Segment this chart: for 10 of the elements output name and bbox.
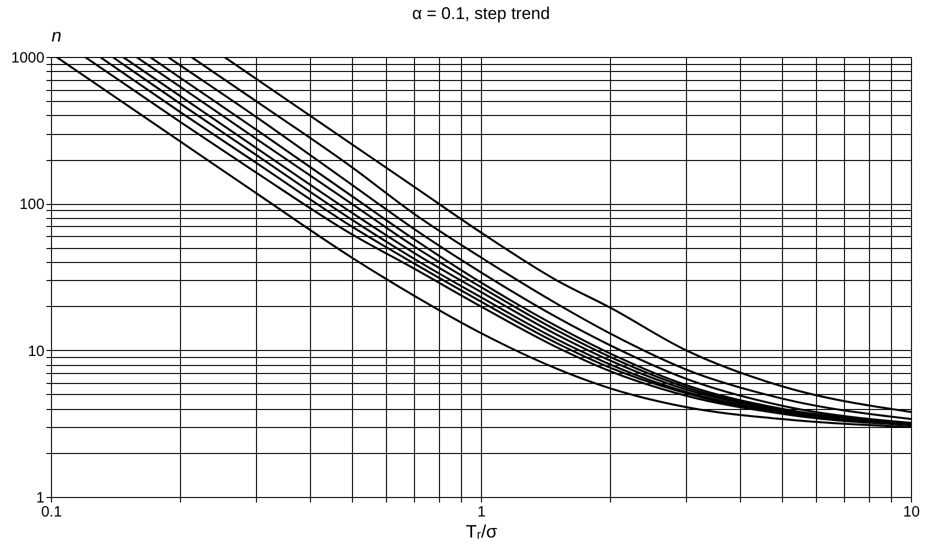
y-tick-label: 1000 [11, 50, 44, 66]
y-tick-label: 100 [19, 196, 44, 214]
x-tick-label: 0.1 [41, 504, 62, 520]
x-tick-label: 1 [477, 504, 486, 520]
y-tick-label: 10 [28, 342, 44, 360]
y-tick-label: 1 [36, 490, 44, 506]
x-axis-title: Tᵣ/σ [466, 522, 498, 542]
x-tick-label: 10 [903, 504, 920, 520]
chart-title: α = 0.1, step trend [412, 4, 550, 23]
y-axis-title: n [52, 26, 62, 46]
